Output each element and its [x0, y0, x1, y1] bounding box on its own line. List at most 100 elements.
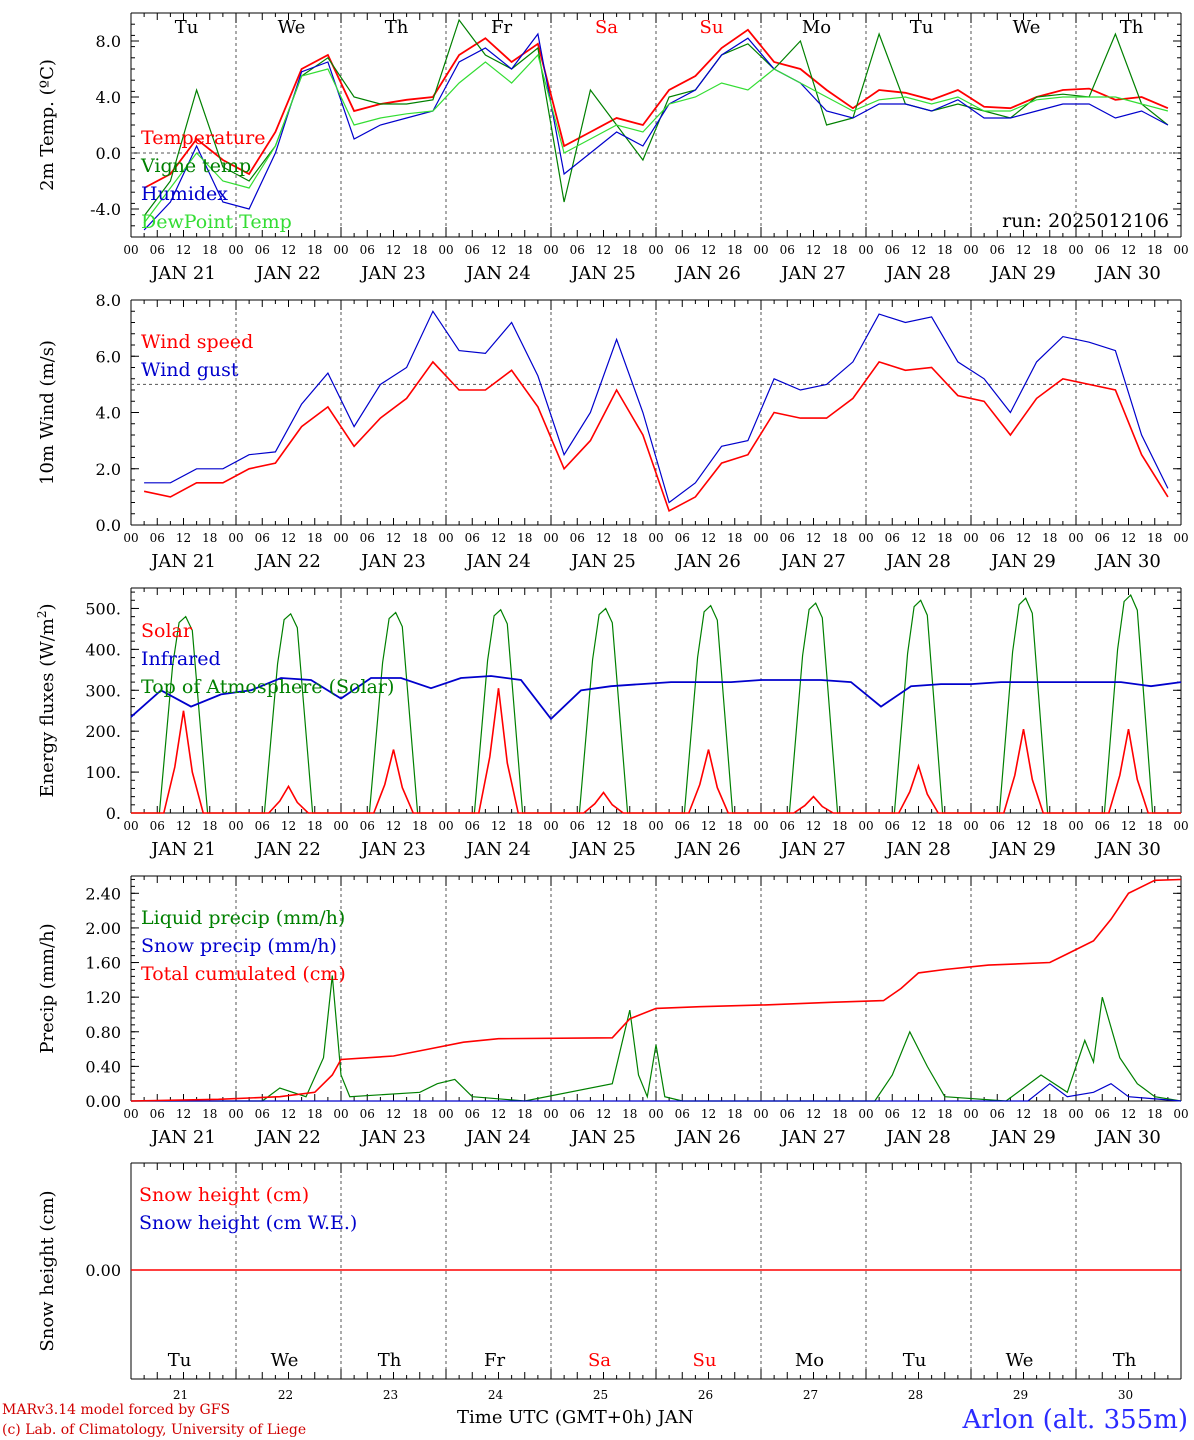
hour-tick-label: 12: [701, 819, 716, 833]
hour-tick-label: 12: [386, 531, 401, 545]
weekday-label-bottom: Su: [693, 1350, 717, 1371]
hour-tick-label: 18: [832, 1107, 847, 1121]
date-label: JAN 29: [989, 1127, 1056, 1148]
hour-tick-label: 00: [963, 531, 978, 545]
hour-tick-label: 18: [622, 1107, 637, 1121]
legend-entry: Snow precip (mm/h): [141, 935, 337, 957]
series-line-infrared: [130, 675, 1182, 721]
hour-tick-label: 12: [1121, 819, 1136, 833]
hour-tick-label: 18: [1147, 531, 1162, 545]
hour-tick-label: 18: [517, 243, 532, 257]
legend-entry: Solar: [141, 620, 193, 642]
day-number: 30: [1118, 1388, 1133, 1402]
hour-tick-label: 06: [675, 819, 690, 833]
series-line-solar: [131, 688, 1181, 814]
hour-tick-label: 12: [701, 531, 716, 545]
day-number: 21: [173, 1388, 188, 1402]
y-tick-label: 0.80: [85, 1023, 121, 1042]
y-tick-label: 500.: [85, 599, 121, 618]
date-label: JAN 25: [569, 551, 636, 572]
y-tick-label: 400.: [85, 640, 121, 659]
hour-tick-label: 06: [255, 531, 270, 545]
hour-tick-label: 06: [675, 243, 690, 257]
hour-tick-label: 18: [727, 819, 742, 833]
hour-tick-label: 18: [202, 531, 217, 545]
day-number: 27: [803, 1388, 818, 1402]
hour-tick-label: 06: [1095, 243, 1110, 257]
hour-tick-label: 00: [858, 1107, 873, 1121]
hour-tick-label: 00: [1068, 243, 1083, 257]
legend-entry: Liquid precip (mm/h): [141, 907, 345, 929]
hour-tick-label: 06: [150, 531, 165, 545]
hour-tick-label: 06: [255, 243, 270, 257]
hour-tick-label: 18: [832, 531, 847, 545]
series-line-temperature: [143, 28, 1169, 189]
date-label: JAN 21: [149, 263, 216, 284]
y-tick-label: 0.0: [96, 516, 121, 535]
hour-tick-label: 00: [438, 819, 453, 833]
hour-tick-label: 12: [1121, 1107, 1136, 1121]
hour-tick-label: 06: [780, 243, 795, 257]
y-tick-label: 1.60: [85, 954, 121, 973]
date-label: JAN 26: [674, 839, 741, 860]
y-tick-label: 300.: [85, 681, 121, 700]
hour-tick-label: 06: [150, 819, 165, 833]
weekday-label-bottom: Mo: [795, 1350, 824, 1371]
hour-tick-label: 00: [858, 243, 873, 257]
date-label: JAN 26: [674, 551, 741, 572]
hour-tick-label: 00: [333, 1107, 348, 1121]
hour-tick-label: 06: [360, 531, 375, 545]
weekday-label-bottom: Tu: [168, 1350, 192, 1371]
date-label: JAN 25: [569, 839, 636, 860]
y-tick-label: 100.: [85, 763, 121, 782]
legend-entry: Vigne temp: [140, 155, 251, 177]
y-axis-label: Snow height (cm): [37, 1190, 58, 1351]
panel-4: [130, 1162, 1182, 1380]
hour-tick-label: 18: [412, 1107, 427, 1121]
weekday-label-top: We: [1013, 17, 1041, 38]
hour-tick-label: 18: [727, 1107, 742, 1121]
panel-1: [130, 299, 1182, 526]
hour-tick-label: 12: [1016, 1107, 1031, 1121]
hour-tick-label: 18: [307, 819, 322, 833]
date-label: JAN 30: [1094, 551, 1161, 572]
hour-tick-label: 00: [333, 531, 348, 545]
hour-tick-label: 00: [123, 1107, 138, 1121]
hour-tick-label: 18: [412, 243, 427, 257]
day-number: 22: [278, 1388, 293, 1402]
hour-tick-label: 06: [990, 531, 1005, 545]
y-axis-label: Precip (mm/h): [37, 923, 58, 1053]
y-tick-label: 4.0: [96, 404, 121, 423]
date-label: JAN 22: [254, 839, 321, 860]
date-label: JAN 28: [884, 1127, 951, 1148]
legend-entry: Wind gust: [141, 359, 239, 381]
hour-tick-label: 06: [780, 531, 795, 545]
hour-tick-label: 00: [543, 243, 558, 257]
hour-tick-label: 06: [465, 819, 480, 833]
date-label: JAN 24: [464, 1127, 531, 1148]
date-label: JAN 22: [254, 263, 321, 284]
hour-tick-label: 06: [570, 1107, 585, 1121]
date-label: JAN 22: [254, 1127, 321, 1148]
day-number: 26: [698, 1388, 713, 1402]
legend-entry: Humidex: [141, 183, 228, 205]
y-tick-label: 0.00: [85, 1092, 121, 1111]
hour-tick-label: 06: [990, 1107, 1005, 1121]
hour-tick-label: 12: [596, 1107, 611, 1121]
hour-tick-label: 18: [937, 243, 952, 257]
y-axis-label: Energy fluxes (W/m2): [35, 603, 58, 797]
hour-tick-label: 12: [281, 1107, 296, 1121]
hour-tick-label: 00: [123, 531, 138, 545]
hour-tick-label: 12: [911, 531, 926, 545]
weekday-label-top: Sa: [595, 17, 618, 38]
hour-tick-label: 12: [1121, 243, 1136, 257]
hour-tick-label: 00: [1173, 819, 1188, 833]
weekday-label-top: Th: [385, 17, 409, 38]
hour-tick-label: 12: [281, 819, 296, 833]
y-tick-label: -4.0: [90, 200, 121, 219]
hour-tick-label: 12: [701, 1107, 716, 1121]
hour-tick-label: 18: [832, 819, 847, 833]
hour-tick-label: 18: [727, 243, 742, 257]
weekday-label-top: We: [278, 17, 306, 38]
date-label: JAN 25: [569, 263, 636, 284]
